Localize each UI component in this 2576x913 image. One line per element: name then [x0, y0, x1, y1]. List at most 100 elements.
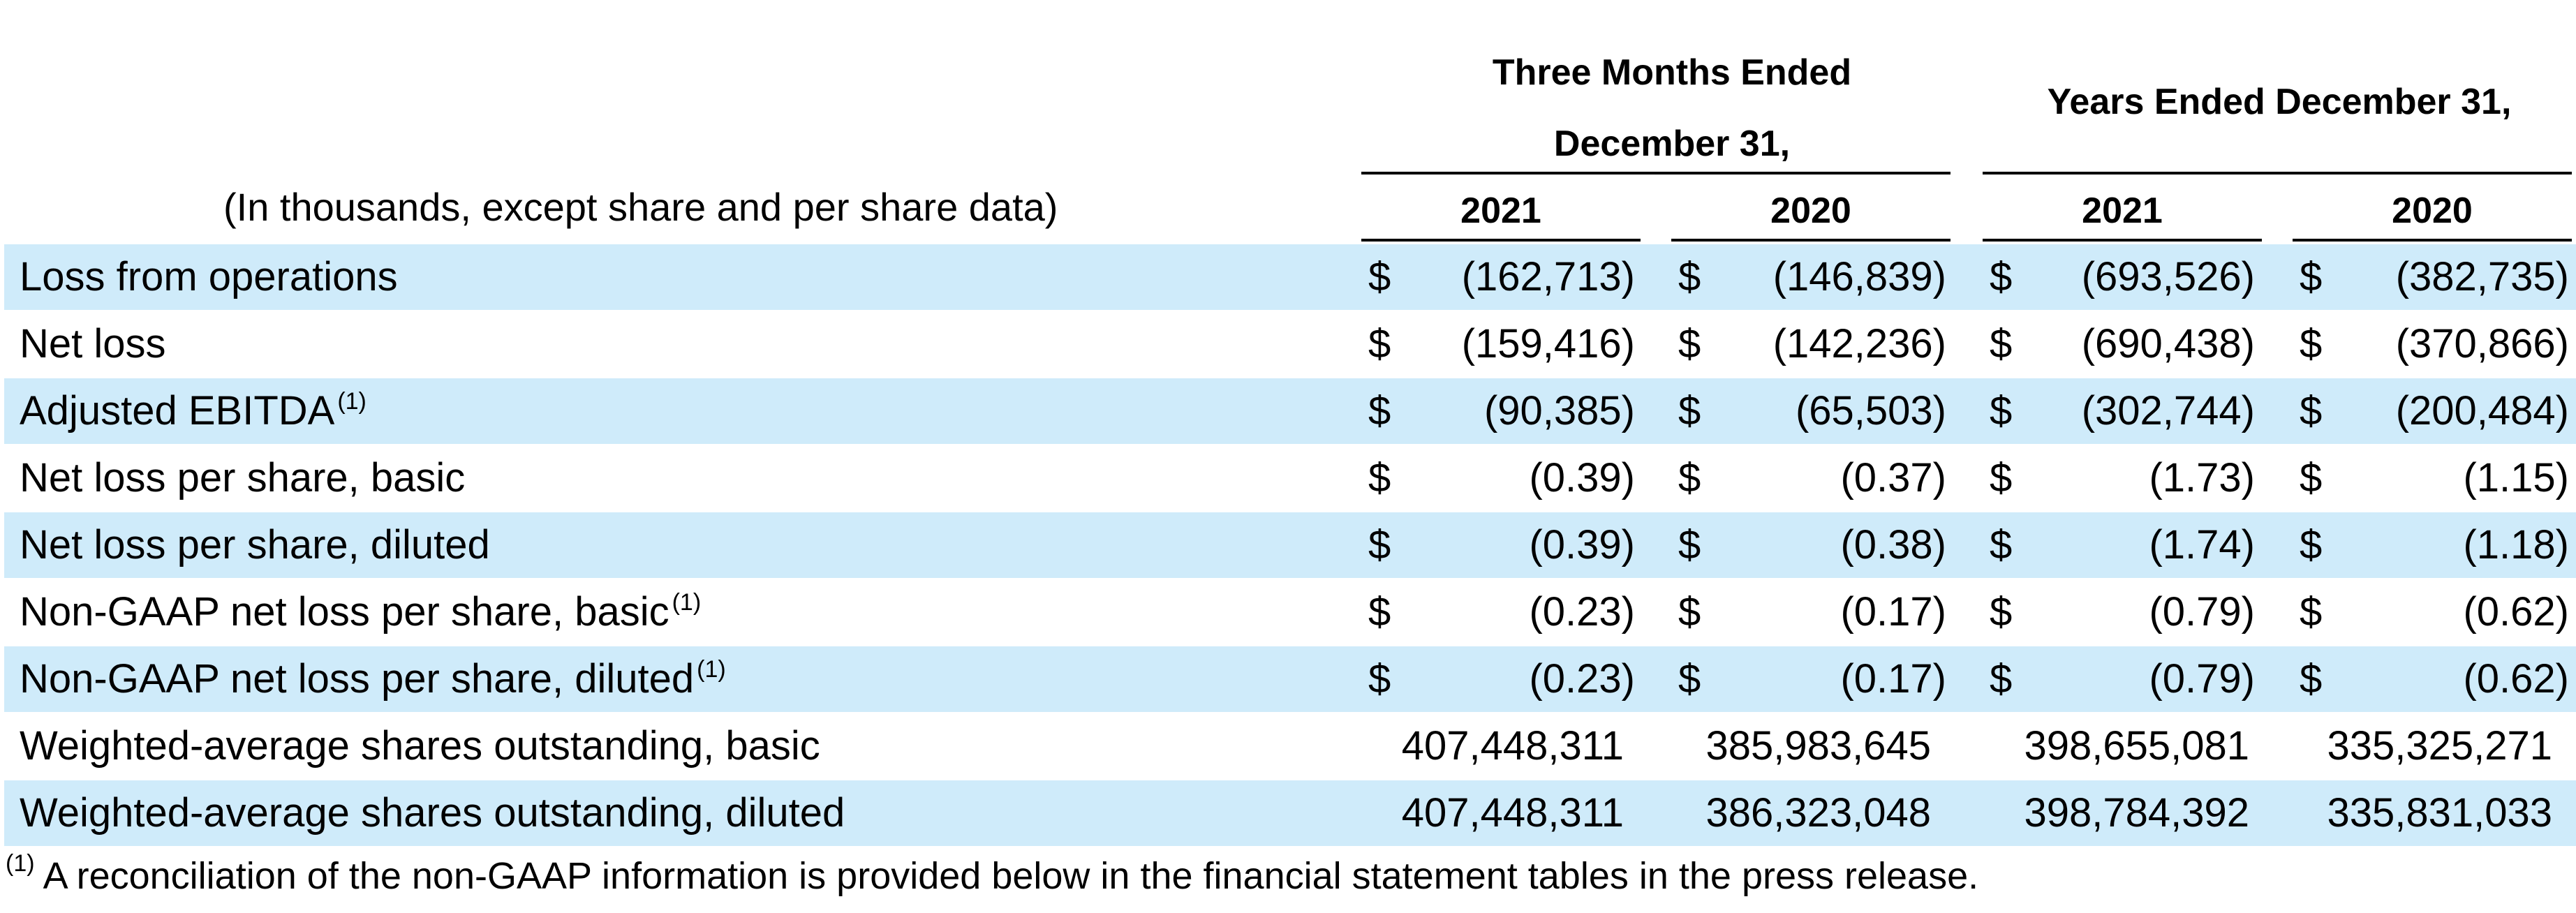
currency-symbol: $ [1678, 589, 1701, 634]
value-cell: (0.37) [1840, 455, 1946, 500]
table-row: Net loss $ (159,416) $ (142,236) $ (690,438) $ (… [4, 311, 2576, 377]
three-months-header-line2: December 31, [1553, 124, 1791, 164]
table-row: Non-GAAP net loss per share, basic (1) $ (0… [4, 579, 2576, 645]
row-label-text: Weighted-average shares outstanding, dil… [20, 790, 845, 836]
units-label: (In thousands, except share and per shar… [223, 185, 1058, 229]
table-row: Non-GAAP net loss per share, diluted (1) $… [4, 646, 2576, 712]
value-cell: (0.79) [2149, 589, 2255, 634]
value-cell: (0.39) [1529, 522, 1635, 567]
value-cell: (162,713) [1461, 254, 1635, 299]
row-label: Loss from operations [20, 244, 398, 310]
value-cell: 335,325,271 [2327, 723, 2552, 769]
currency-symbol: $ [1990, 321, 2013, 366]
currency-symbol: $ [2300, 522, 2323, 567]
currency-symbol: $ [2300, 589, 2323, 634]
three-months-rule [1361, 172, 1950, 175]
currency-symbol: $ [1368, 455, 1391, 500]
table-row: Adjusted EBITDA (1) $ (90,385) $ (65,503) $ (30… [4, 378, 2576, 444]
year-rule-y-2020 [2293, 239, 2572, 242]
value-cell: (0.17) [1840, 656, 1946, 702]
value-cell: 407,448,311 [1401, 723, 1624, 769]
value-cell: 407,448,311 [1401, 790, 1624, 836]
row-label-text: Weighted-average shares outstanding, bas… [20, 723, 820, 769]
currency-symbol: $ [1368, 254, 1391, 299]
row-label-text: Non-GAAP net loss per share, diluted [20, 656, 695, 702]
currency-symbol: $ [1368, 388, 1391, 433]
value-cell: (142,236) [1772, 321, 1946, 366]
value-cell: 398,655,081 [2024, 723, 2249, 769]
row-label: Net loss [20, 311, 166, 377]
value-cell: (0.23) [1529, 656, 1635, 702]
row-label-text: Net loss per share, basic [20, 455, 466, 500]
year-header-q-2020: 2020 [1770, 191, 1851, 231]
year-rule-y-2021 [1983, 239, 2262, 242]
value-cell: (382,735) [2395, 254, 2569, 299]
currency-symbol: $ [1368, 589, 1391, 634]
currency-symbol: $ [1678, 522, 1701, 567]
year-header-q-2021: 2021 [1460, 191, 1541, 231]
year-rule-q-2021 [1361, 239, 1641, 242]
currency-symbol: $ [2300, 321, 2323, 366]
year-header-y-2021: 2021 [2082, 191, 2163, 231]
three-months-header-line1: Three Months Ended [1492, 52, 1852, 93]
row-label-text: Net loss per share, diluted [20, 522, 490, 567]
value-cell: (302,744) [2081, 388, 2255, 433]
value-cell: (146,839) [1772, 254, 1946, 299]
value-cell: (1.73) [2149, 455, 2255, 500]
table-row: Weighted-average shares outstanding, bas… [4, 713, 2576, 779]
value-cell: (65,503) [1795, 388, 1946, 433]
currency-symbol: $ [2300, 656, 2323, 702]
value-cell: (159,416) [1461, 321, 1635, 366]
row-label: Net loss per share, basic [20, 445, 465, 511]
value-cell: 398,784,392 [2024, 790, 2249, 836]
footnote-marker: (1) [6, 850, 35, 877]
currency-symbol: $ [1990, 455, 2013, 500]
value-cell: (0.79) [2149, 656, 2255, 702]
row-label-text: Adjusted EBITDA [20, 388, 335, 433]
years-header: Years Ended December 31, [2047, 82, 2512, 122]
years-rule [1983, 172, 2572, 175]
row-label: Non-GAAP net loss per share, diluted (1) [20, 646, 726, 712]
currency-symbol: $ [1990, 589, 2013, 634]
value-cell: (690,438) [2081, 321, 2255, 366]
currency-symbol: $ [1990, 254, 2013, 299]
value-cell: (0.38) [1840, 522, 1946, 567]
value-cell: (0.62) [2463, 589, 2569, 634]
row-label: Net loss per share, diluted [20, 512, 490, 578]
currency-symbol: $ [2300, 388, 2323, 433]
year-header-y-2020: 2020 [2392, 191, 2473, 231]
value-cell: (1.74) [2149, 522, 2255, 567]
currency-symbol: $ [1368, 522, 1391, 567]
row-label: Weighted-average shares outstanding, dil… [20, 780, 845, 846]
currency-symbol: $ [1678, 455, 1701, 500]
currency-symbol: $ [1368, 656, 1391, 702]
currency-symbol: $ [1990, 388, 2013, 433]
value-cell: (0.23) [1529, 589, 1635, 634]
value-cell: (0.17) [1840, 589, 1946, 634]
value-cell: (0.39) [1529, 455, 1635, 500]
currency-symbol: $ [1678, 254, 1701, 299]
row-label-text: Non-GAAP net loss per share, basic [20, 589, 669, 634]
row-label: Non-GAAP net loss per share, basic (1) [20, 579, 701, 645]
value-cell: 385,983,645 [1705, 723, 1931, 769]
value-cell: (200,484) [2395, 388, 2569, 433]
value-cell: (370,866) [2395, 321, 2569, 366]
footnote: (1) A reconciliation of the non-GAAP info… [6, 850, 1978, 902]
value-cell: 386,323,048 [1705, 790, 1931, 836]
value-cell: (90,385) [1483, 388, 1635, 433]
table-row: Net loss per share, basic $ (0.39) $ (0.37) $… [4, 445, 2576, 511]
currency-symbol: $ [1678, 321, 1701, 366]
footnote-reference: (1) [697, 656, 726, 683]
currency-symbol: $ [1990, 656, 2013, 702]
currency-symbol: $ [1990, 522, 2013, 567]
currency-symbol: $ [1678, 388, 1701, 433]
table-row: Loss from operations $ (162,713) $ (146,839)… [4, 244, 2576, 310]
value-cell: (693,526) [2081, 254, 2255, 299]
currency-symbol: $ [1368, 321, 1391, 366]
row-label-text: Net loss [20, 321, 166, 366]
footnote-reference: (1) [672, 589, 702, 616]
value-cell: (0.62) [2463, 656, 2569, 702]
row-label-text: Loss from operations [20, 254, 398, 299]
currency-symbol: $ [2300, 455, 2323, 500]
currency-symbol: $ [2300, 254, 2323, 299]
